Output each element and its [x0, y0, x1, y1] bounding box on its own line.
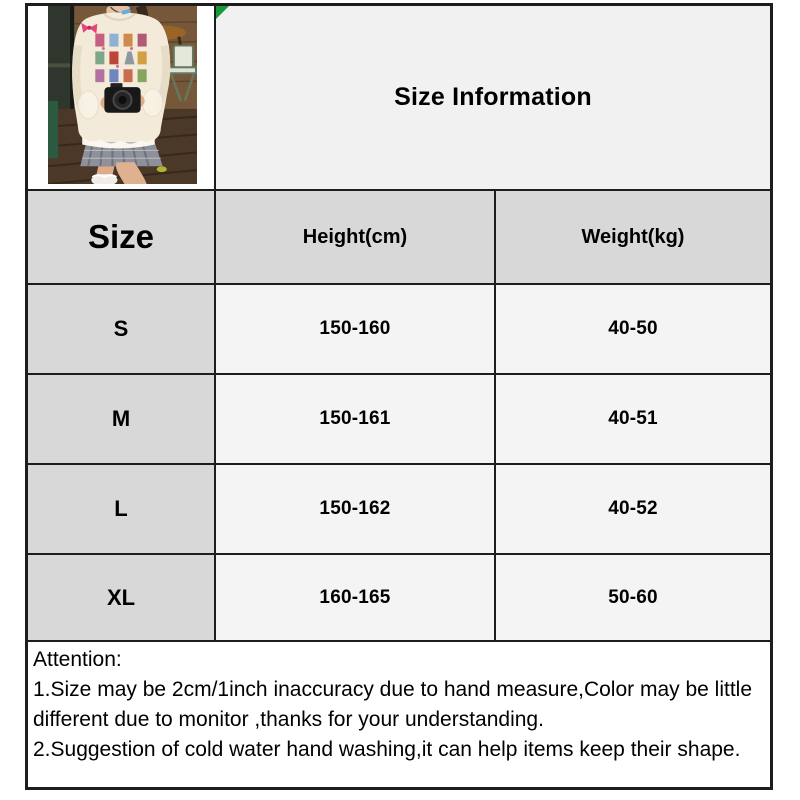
size-cell-xl: XL: [28, 555, 216, 642]
green-bag: [48, 100, 59, 159]
cartoon-print: [95, 33, 147, 83]
weight-cell-xl: 50-60: [496, 555, 770, 642]
column-header-size: Size: [28, 191, 216, 285]
attention-note-2: 2.Suggestion of cold water hand washing,…: [33, 738, 741, 761]
corner-marker-icon: [216, 6, 229, 19]
height-cell-s: 150-160: [216, 285, 496, 375]
black-camera: [104, 83, 141, 113]
height-cell-m: 150-161: [216, 375, 496, 465]
folding-chair: [167, 44, 197, 102]
blue-hair-clip: [121, 9, 131, 15]
column-header-height: Height(cm): [216, 191, 496, 285]
column-header-weight: Weight(kg): [496, 191, 770, 285]
size-information-header: Size Information: [216, 6, 770, 191]
size-cell-l: L: [28, 465, 216, 555]
size-cell-s: S: [28, 285, 216, 375]
height-cell-l: 150-162: [216, 465, 496, 555]
eiffel-tower-print: [124, 51, 135, 65]
size-cell-m: M: [28, 375, 216, 465]
pink-bow: [81, 22, 98, 34]
attention-section: Attention: 1.Size may be 2cm/1inch inacc…: [28, 642, 770, 787]
height-cell-xl: 160-165: [216, 555, 496, 642]
lace-cuff: [142, 88, 164, 118]
attention-note-1: 1.Size may be 2cm/1inch inaccuracy due t…: [33, 678, 753, 731]
page-title: Size Information: [394, 83, 592, 111]
plaid-skirt: [80, 142, 163, 167]
lace-cuff: [77, 90, 99, 120]
product-photo: [28, 6, 216, 191]
weight-cell-m: 40-51: [496, 375, 770, 465]
white-sock: [91, 174, 118, 184]
weight-cell-s: 40-50: [496, 285, 770, 375]
product-photo-illustration: [48, 6, 197, 184]
weight-cell-l: 40-52: [496, 465, 770, 555]
model-sweater: [72, 12, 170, 147]
attention-heading: Attention:: [33, 648, 122, 671]
size-chart: Size Information Size Height(cm) Weight(…: [25, 3, 773, 790]
model-leg: [115, 162, 147, 184]
